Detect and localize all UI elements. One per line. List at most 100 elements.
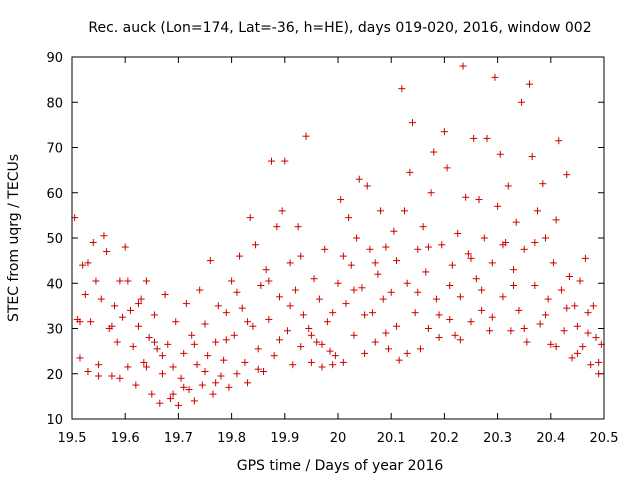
data-point <box>222 336 230 344</box>
data-point <box>483 134 491 142</box>
data-point <box>584 309 592 317</box>
data-point <box>233 288 241 296</box>
data-point <box>520 245 528 253</box>
data-point <box>116 374 124 382</box>
data-point <box>456 293 464 301</box>
data-point <box>148 390 156 398</box>
data-point <box>467 318 475 326</box>
data-point <box>283 327 291 335</box>
data-point <box>153 345 161 353</box>
data-point <box>507 327 515 335</box>
data-point <box>560 327 568 335</box>
data-point <box>246 214 254 222</box>
data-point <box>254 345 262 353</box>
x-tick-label: 20 <box>330 431 347 446</box>
data-point <box>390 227 398 235</box>
data-point <box>488 313 496 321</box>
data-point <box>254 365 262 373</box>
data-point <box>371 338 379 346</box>
data-point <box>494 202 502 210</box>
data-point <box>228 277 236 285</box>
data-point <box>331 352 339 360</box>
data-point <box>76 318 84 326</box>
data-point <box>315 295 323 303</box>
data-point <box>323 318 331 326</box>
data-point <box>563 304 571 312</box>
data-point <box>523 338 531 346</box>
data-point <box>451 331 459 339</box>
data-point <box>403 349 411 357</box>
data-point <box>475 196 483 204</box>
data-point <box>158 370 166 378</box>
data-point <box>573 349 581 357</box>
data-point <box>142 363 150 371</box>
data-point <box>169 363 177 371</box>
data-point <box>158 352 166 360</box>
data-point <box>135 322 142 330</box>
data-point <box>161 291 169 299</box>
data-point <box>424 325 432 332</box>
plot-frame <box>71 56 605 420</box>
data-point <box>81 291 89 299</box>
x-tick-label: 19.7 <box>164 431 193 446</box>
y-tick-label: 40 <box>46 277 63 292</box>
data-point <box>198 381 206 389</box>
data-point <box>132 381 140 389</box>
data-point <box>374 270 382 278</box>
y-tick-label: 10 <box>46 413 63 428</box>
data-point <box>84 259 92 267</box>
data-point <box>363 182 371 190</box>
data-point <box>206 257 214 265</box>
data-point <box>275 293 283 301</box>
data-point <box>347 261 355 269</box>
data-point <box>355 175 363 183</box>
x-tick-label: 19.6 <box>111 431 140 446</box>
data-point <box>366 245 374 253</box>
data-point <box>403 279 411 287</box>
data-point <box>307 331 315 339</box>
data-point <box>377 207 385 215</box>
data-point <box>307 358 315 366</box>
data-point <box>345 214 353 222</box>
data-point <box>156 399 164 407</box>
data-point <box>281 157 289 165</box>
data-point <box>573 322 581 330</box>
data-point <box>193 361 201 369</box>
data-point <box>406 168 414 176</box>
data-point <box>182 300 190 308</box>
y-tick-label: 20 <box>46 368 63 383</box>
data-point <box>393 322 401 330</box>
y-tick-label: 50 <box>46 232 63 247</box>
data-point <box>510 282 518 290</box>
data-point <box>289 361 297 369</box>
data-point <box>531 239 539 247</box>
data-point <box>595 358 603 366</box>
x-tick-label: 19.9 <box>270 431 299 446</box>
data-point <box>329 309 337 317</box>
data-point <box>275 336 283 344</box>
data-point <box>241 358 249 366</box>
data-point <box>233 370 241 378</box>
data-point <box>416 345 424 353</box>
data-point <box>188 331 196 339</box>
data-point <box>249 322 257 330</box>
data-point <box>401 207 408 215</box>
data-point <box>499 241 507 249</box>
data-point <box>236 252 244 260</box>
data-point <box>435 334 443 342</box>
data-point <box>302 132 310 140</box>
data-point <box>121 243 129 251</box>
data-point <box>536 320 544 328</box>
data-point <box>454 229 462 237</box>
data-point <box>127 306 135 314</box>
data-point <box>150 338 158 346</box>
data-point <box>584 329 592 337</box>
data-point <box>172 318 180 326</box>
data-point <box>129 343 137 351</box>
data-point <box>212 338 220 346</box>
data-point <box>504 182 512 190</box>
data-point <box>589 302 597 310</box>
data-point <box>337 196 345 204</box>
